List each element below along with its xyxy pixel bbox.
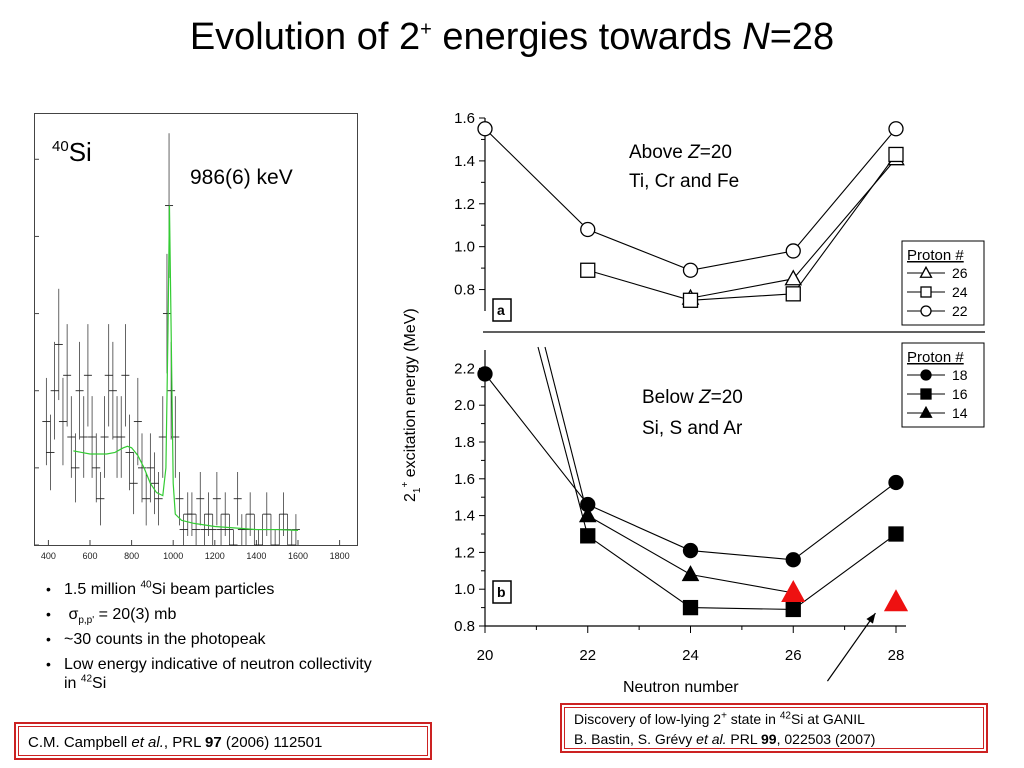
spectrum-x-tick-label: 1400 <box>246 551 266 561</box>
steep-line-16 <box>537 346 589 536</box>
panel-a-label-line2: Ti, Cr and Fe <box>629 171 739 192</box>
series-line-16 <box>587 533 897 610</box>
data-point-24 <box>785 286 801 302</box>
panel-y-tick-label: 0.8 <box>454 618 475 635</box>
spectrum-x-tick-label: 400 <box>41 551 56 561</box>
bullet-counts: • ~30 counts in the photopeak <box>46 631 266 648</box>
panel-x-tick-label: 28 <box>888 647 905 664</box>
spectrum-fit-curve <box>73 205 299 531</box>
spectrum-x-tick-label: 1000 <box>163 551 183 561</box>
spectrum-peak-annotation: 986(6) keV <box>190 166 293 189</box>
reference-bastin-line2: B. Bastin, S. Grévy et al. PRL 99, 02250… <box>574 731 876 747</box>
legend-marker-22 <box>920 305 932 317</box>
panel-a-legend-items: 26 24 22 <box>907 265 968 319</box>
bullet-cross-section: • σp,p' = 20(3) mb <box>46 606 177 627</box>
legend-label-16: 16 <box>952 386 968 402</box>
panel-a-letter-box <box>492 298 512 322</box>
reference-bastin: Discovery of low-lying 2+ state in 42Si … <box>560 703 988 753</box>
panel-b-label: Below Z=20 <box>642 387 743 408</box>
legend-marker-18 <box>920 369 932 381</box>
gamma-spectrum-chart: 400600800100012001400160018000510152025 … <box>34 113 358 561</box>
x-axis-label: Neutron number <box>623 679 739 696</box>
data-point-22 <box>682 262 699 278</box>
data-point-26 <box>784 269 803 286</box>
legend-marker-14 <box>919 405 933 418</box>
data-point-16 <box>682 599 699 616</box>
data-point-18 <box>888 474 904 491</box>
spectrum-x-tick-label: 600 <box>82 551 97 561</box>
series-line-24 <box>587 154 897 301</box>
panel-y-tick-label: 2.2 <box>454 360 475 377</box>
panel-a-label: Above Z=20 <box>629 142 732 163</box>
data-point-18 <box>477 366 493 382</box>
data-point-22 <box>785 243 801 259</box>
spectrum-frame <box>34 113 358 546</box>
annotation-arrowhead <box>866 613 876 624</box>
legend-label-26: 26 <box>952 265 968 281</box>
legend-label-18: 18 <box>952 367 968 383</box>
reference-bastin-line1: Discovery of low-lying 2+ state in 42Si … <box>574 710 865 727</box>
panel-x-tick-label: 22 <box>579 647 596 664</box>
data-point-22 <box>580 221 596 238</box>
bullet-collectivity: • Low energy indicative of neutron collec… <box>46 656 372 692</box>
panel-y-tick-label: 1.6 <box>454 471 475 488</box>
panel-b: 0.8 1.0 1.2 1.4 1.6 1.8 2.0 2.2 20 22 24 26 28 <box>454 346 909 664</box>
panel-x-tick-label: 20 <box>477 647 494 664</box>
panel-y-tick-label: 0.8 <box>454 282 475 299</box>
legend-label-14: 14 <box>952 405 968 421</box>
y-axis-label: 21+ excitation energy (MeV) <box>400 308 423 502</box>
panel-x-tick-label: 24 <box>682 647 699 664</box>
legend-marker-16 <box>920 388 932 400</box>
annotation-arrow <box>826 612 876 682</box>
data-point-14 <box>681 565 700 582</box>
panel-y-tick-label: 1.8 <box>454 434 475 451</box>
panel-b-label-line2: Si, S and Ar <box>642 418 743 439</box>
highlight-42si-point <box>883 589 909 612</box>
panel-x-tick-label: 26 <box>785 647 802 664</box>
legend-label-24: 24 <box>952 284 968 300</box>
legend-marker-24 <box>920 286 932 298</box>
panel-y-tick-label: 1.4 <box>454 508 475 525</box>
bullet-list: • 1.5 million 40Si beam particles • σp,p'… <box>44 580 374 699</box>
panel-b-legend-items: 18 16 14 <box>907 367 968 421</box>
legend-label-22: 22 <box>952 303 968 319</box>
data-point-24 <box>888 146 904 163</box>
panel-y-tick-label: 1.0 <box>454 581 475 598</box>
data-point-18 <box>785 552 801 568</box>
spectrum-x-tick-label: 1800 <box>330 551 350 561</box>
slide-title: Evolution of 2+ energies towards N=28 <box>189 16 835 58</box>
panel-y-tick-label: 1.4 <box>454 153 475 170</box>
steep-line-14 <box>544 346 589 516</box>
data-point-16 <box>785 601 801 618</box>
spectrum-isotope-label: 40Si <box>52 137 92 167</box>
panel-a: 0.8 1.0 1.2 1.4 1.6 <box>454 110 905 311</box>
panel-a-legend-title: Proton # <box>907 247 964 264</box>
panel-b-letter-box <box>492 580 512 604</box>
panel-y-tick-label: 1.6 <box>454 110 475 127</box>
panel-b-legend-title: Proton # <box>907 349 964 366</box>
data-point-24 <box>682 292 699 308</box>
panel-y-tick-label: 1.2 <box>454 196 475 213</box>
panel-b-letter: b <box>497 584 506 600</box>
panel-y-tick-label: 1.2 <box>454 544 475 561</box>
data-point-18 <box>682 542 699 559</box>
panel-y-tick-label: 1.0 <box>454 239 475 256</box>
panel-a-letter: a <box>497 302 505 318</box>
panel-y-tick-label: 2.0 <box>454 397 475 414</box>
data-point-24 <box>580 262 596 278</box>
highlight-40si-point <box>781 580 806 603</box>
spectrum-x-tick-label: 1600 <box>288 551 308 561</box>
bullet-beam: • 1.5 million 40Si beam particles <box>46 579 275 598</box>
spectrum-x-tick-label: 1200 <box>205 551 225 561</box>
spectrum-axes: 400600800100012001400160018000510152025 <box>34 158 350 561</box>
spectrum-x-tick-label: 800 <box>124 551 139 561</box>
reference-campbell: C.M. Campbell et al., PRL 97 (2006) 1125… <box>14 722 432 760</box>
data-point-16 <box>888 526 904 542</box>
excitation-energy-chart: 0.8 1.0 1.2 1.4 1.6 0.8 1.0 1.2 1.4 1.6 1.8 2.0 2.2… <box>400 110 985 696</box>
data-point-22 <box>888 121 904 137</box>
data-point-22 <box>477 121 493 137</box>
legend-marker-26 <box>919 265 933 278</box>
